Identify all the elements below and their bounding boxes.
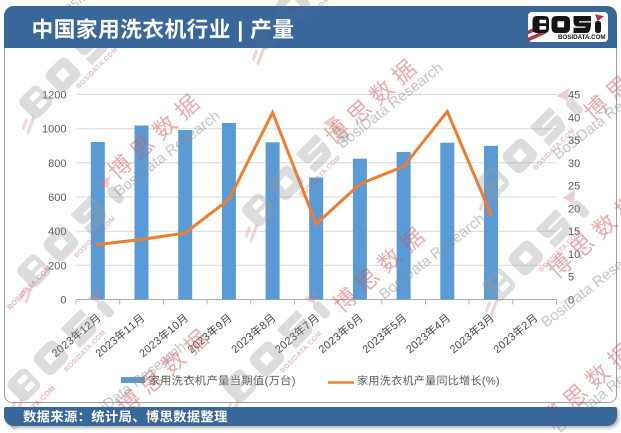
svg-text:600: 600 [48,192,66,204]
svg-text:5: 5 [568,272,574,284]
svg-text:200: 200 [48,260,66,272]
svg-text:BOSIDATA.COM: BOSIDATA.COM [558,34,606,41]
svg-text:0: 0 [60,295,66,307]
svg-text:400: 400 [48,226,66,238]
svg-text:40: 40 [568,112,580,124]
svg-text:10: 10 [568,249,580,261]
svg-text:25: 25 [568,181,580,193]
svg-text:20: 20 [568,203,580,215]
svg-text:45: 45 [568,90,580,102]
svg-text:BOSIDATA.COM: BOSIDATA.COM [305,0,349,22]
svg-text:0: 0 [568,295,574,307]
svg-text:15: 15 [568,226,580,238]
svg-text:1000: 1000 [42,124,66,136]
svg-text:1200: 1200 [42,90,66,102]
svg-text:35: 35 [568,135,580,147]
svg-text:800: 800 [48,158,66,170]
svg-text:30: 30 [568,158,580,170]
